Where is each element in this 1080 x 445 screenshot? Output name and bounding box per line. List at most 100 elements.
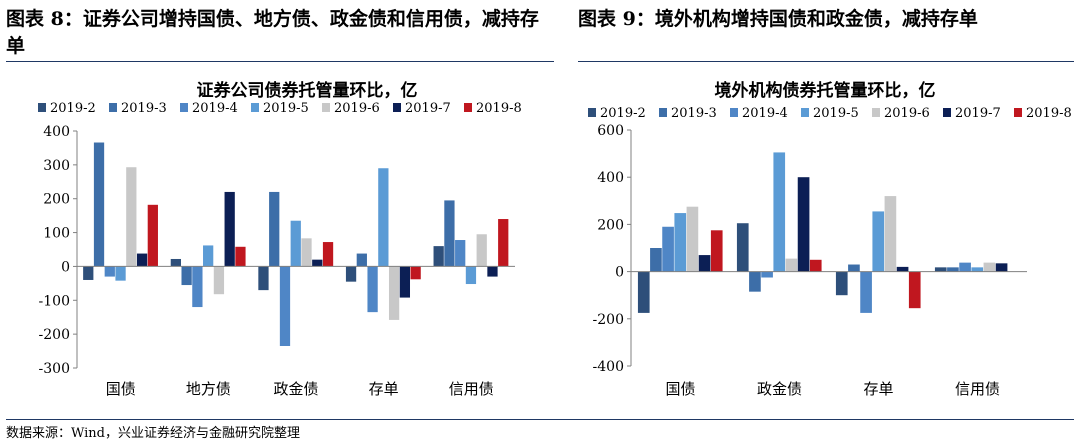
x-category-label: 政金债 — [757, 380, 802, 398]
legend-label: 2019-7 — [955, 106, 1001, 121]
bar-2019-5-国债 — [674, 213, 687, 272]
legend-label: 2019-3 — [671, 106, 717, 121]
legend-label: 2019-4 — [192, 101, 238, 116]
bar-2019-8-政金债 — [322, 242, 334, 267]
title-rule-left — [6, 61, 554, 62]
x-category-label: 政金债 — [273, 380, 318, 398]
y-tick-label: 600 — [597, 123, 624, 139]
bar-2019-3-信用债 — [947, 267, 959, 272]
bar-2019-5-政金债 — [773, 152, 786, 272]
bar-2019-2-政金债 — [258, 266, 269, 291]
bar-2019-7-国债 — [698, 255, 711, 272]
bar-2019-8-国债 — [710, 230, 723, 272]
y-tick-label: 200 — [43, 192, 70, 208]
legend-swatch-2019-2 — [588, 108, 596, 117]
y-tick-label: 100 — [43, 226, 70, 242]
data-source-note: 数据来源：Wind，兴业证券经济与金融研究院整理 — [6, 426, 300, 441]
y-tick-label: 400 — [43, 124, 70, 140]
chart-title: 证券公司债券托管量环比，亿 — [197, 80, 418, 101]
bar-2019-6-信用债 — [983, 262, 996, 272]
bar-2019-2-地方债 — [170, 258, 181, 267]
y-tick-label: -100 — [39, 293, 70, 309]
legend-swatch-2019-2 — [38, 103, 46, 112]
legend-swatch-2019-7 — [943, 108, 951, 117]
x-category-label: 信用债 — [449, 380, 494, 398]
legend-swatch-2019-8 — [1014, 108, 1022, 117]
bar-2019-5-存单 — [378, 168, 389, 267]
legend-swatch-2019-3 — [109, 103, 117, 112]
bar-2019-4-地方债 — [192, 266, 203, 308]
legend-label: 2019-8 — [476, 101, 522, 116]
bar-2019-5-国债 — [115, 266, 126, 281]
legend-label: 2019-6 — [334, 101, 380, 116]
y-tick-label: -200 — [593, 312, 624, 328]
bar-2019-5-信用债 — [465, 266, 477, 285]
bar-2019-4-政金债 — [761, 271, 773, 278]
bar-2019-7-存单 — [896, 266, 909, 272]
legend-label: 2019-2 — [50, 101, 96, 116]
x-category-label: 存单 — [863, 380, 893, 398]
bar-2019-8-国债 — [147, 204, 158, 267]
y-tick-label: 0 — [61, 259, 70, 275]
bar-2019-8-存单 — [908, 271, 921, 309]
legend-swatch-2019-6 — [322, 103, 330, 112]
y-tick-label: 400 — [597, 170, 624, 186]
bar-2019-7-信用债 — [487, 266, 498, 277]
bar-2019-8-地方债 — [235, 246, 246, 267]
bar-2019-6-国债 — [686, 206, 699, 272]
x-category-label: 地方债 — [186, 380, 231, 398]
chart-title: 境外机构债券托管量环比，亿 — [715, 80, 936, 101]
y-tick-label: 300 — [43, 158, 70, 174]
legend-label: 2019-2 — [600, 106, 646, 121]
bar-2019-4-信用债 — [959, 262, 971, 272]
legend-swatch-2019-5 — [801, 108, 809, 117]
bar-2019-3-国债 — [93, 142, 105, 267]
bar-2019-2-存单 — [345, 266, 357, 282]
y-tick-label: -300 — [39, 361, 70, 377]
x-category-label: 信用债 — [955, 380, 1000, 398]
bar-2019-5-信用债 — [971, 267, 984, 272]
bar-2019-3-信用债 — [444, 200, 455, 267]
bar-2019-3-存单 — [356, 253, 367, 267]
legend-label: 2019-6 — [884, 106, 930, 121]
legend-label: 2019-5 — [263, 101, 309, 116]
bar-2019-3-政金债 — [749, 271, 761, 292]
title-rule-right — [578, 61, 1074, 62]
bar-2019-3-存单 — [848, 264, 860, 272]
bar-2019-4-信用债 — [455, 240, 466, 267]
bar-2019-4-国债 — [104, 266, 115, 277]
y-tick-label: 0 — [615, 265, 624, 281]
source-rule — [6, 419, 1074, 420]
securities-firms-bond-custody-chart: 证券公司债券托管量环比，亿 2019-2 2019-3 2019-4 2019-5 201… — [38, 80, 522, 398]
bar-2019-3-国债 — [650, 248, 662, 272]
bar-2019-7-政金债 — [797, 177, 810, 272]
bar-2019-6-国债 — [126, 167, 137, 267]
x-category-label: 存单 — [369, 380, 399, 398]
legend-swatch-2019-7 — [393, 103, 401, 112]
y-tick-label: 200 — [597, 217, 624, 233]
bar-2019-3-地方债 — [181, 266, 192, 286]
y-tick-label: -400 — [593, 359, 624, 375]
bar-2019-8-信用债 — [498, 219, 509, 267]
legend-label: 2019-4 — [742, 106, 788, 121]
bar-2019-2-国债 — [83, 266, 94, 280]
bar-2019-7-政金债 — [312, 259, 323, 267]
bar-2019-5-政金债 — [290, 220, 301, 267]
bar-2019-4-国债 — [662, 226, 674, 272]
bar-2019-2-政金债 — [736, 223, 749, 272]
legend-label: 2019-3 — [121, 101, 167, 116]
bar-2019-7-地方债 — [224, 191, 235, 267]
bar-2019-6-存单 — [388, 266, 400, 320]
bar-2019-6-存单 — [884, 196, 897, 272]
legend-swatch-2019-3 — [659, 108, 667, 117]
bar-2019-6-地方债 — [213, 266, 225, 295]
legend-swatch-2019-4 — [730, 108, 738, 117]
foreign-institutions-bond-custody-chart: 境外机构债券托管量环比，亿 2019-2 2019-3 2019-4 2019-5 201… — [588, 80, 1072, 398]
bar-2019-7-信用债 — [995, 263, 1008, 272]
bar-2019-8-存单 — [410, 266, 421, 280]
legend-label: 2019-5 — [813, 106, 859, 121]
bar-2019-5-存单 — [872, 211, 885, 272]
bar-2019-2-国债 — [637, 271, 650, 313]
y-tick-label: -200 — [39, 327, 70, 343]
legend-swatch-2019-8 — [464, 103, 472, 112]
